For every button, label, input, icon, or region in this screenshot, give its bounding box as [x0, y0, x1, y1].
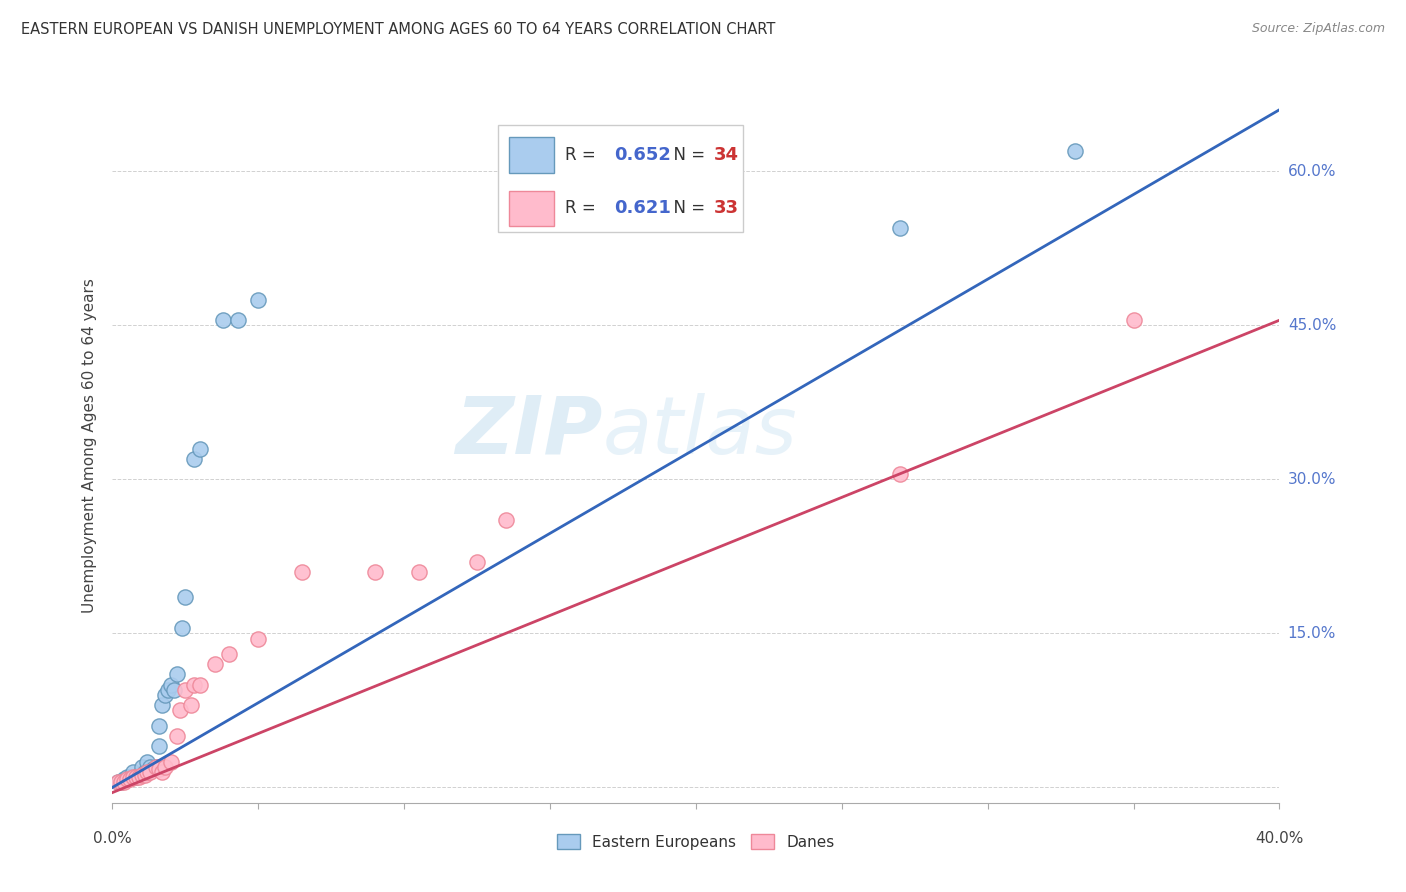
Text: N =: N = [664, 200, 710, 218]
Text: 60.0%: 60.0% [1288, 164, 1336, 178]
Text: 33: 33 [713, 200, 738, 218]
Text: R =: R = [565, 146, 602, 164]
Point [131, 768, 153, 782]
Point [148, 762, 170, 776]
Point [889, 220, 911, 235]
Point [148, 719, 170, 733]
Text: 45.0%: 45.0% [1288, 318, 1336, 333]
Point [166, 729, 188, 743]
Point [180, 698, 202, 713]
Point [172, 621, 194, 635]
Point [291, 565, 314, 579]
Point [125, 770, 148, 784]
Text: EASTERN EUROPEAN VS DANISH UNEMPLOYMENT AMONG AGES 60 TO 64 YEARS CORRELATION CH: EASTERN EUROPEAN VS DANISH UNEMPLOYMENT … [21, 22, 776, 37]
Point [156, 682, 179, 697]
Text: 40.0%: 40.0% [1256, 830, 1303, 846]
Point [134, 768, 156, 782]
Point [139, 764, 162, 779]
Point [188, 678, 211, 692]
Text: 15.0%: 15.0% [1288, 626, 1336, 640]
Point [115, 772, 138, 787]
Point [112, 775, 135, 789]
Point [166, 667, 188, 681]
Point [136, 764, 159, 779]
Point [150, 764, 173, 779]
Text: atlas: atlas [603, 392, 797, 471]
Legend: Eastern Europeans, Danes: Eastern Europeans, Danes [551, 828, 841, 855]
Point [169, 703, 191, 717]
Point [118, 772, 141, 787]
Point [122, 764, 145, 779]
Point [495, 513, 517, 527]
Point [364, 565, 387, 579]
Y-axis label: Unemployment Among Ages 60 to 64 years: Unemployment Among Ages 60 to 64 years [82, 278, 97, 614]
Point [148, 739, 170, 754]
Point [218, 647, 240, 661]
Point [122, 770, 145, 784]
Point [112, 772, 135, 787]
Text: 0.0%: 0.0% [93, 830, 132, 846]
FancyBboxPatch shape [509, 191, 554, 227]
Text: Source: ZipAtlas.com: Source: ZipAtlas.com [1251, 22, 1385, 36]
Point [153, 688, 176, 702]
FancyBboxPatch shape [498, 125, 742, 232]
Point [145, 760, 167, 774]
Text: 0.652: 0.652 [614, 146, 671, 164]
Point [110, 775, 132, 789]
Point [136, 764, 159, 779]
Point [122, 770, 145, 784]
Point [188, 442, 211, 456]
Point [160, 678, 183, 692]
Point [128, 770, 150, 784]
Point [174, 682, 197, 697]
Point [153, 760, 176, 774]
Point [115, 770, 138, 784]
Point [125, 770, 148, 784]
Point [107, 775, 129, 789]
Text: ZIP: ZIP [456, 392, 603, 471]
Point [107, 775, 129, 789]
Point [226, 313, 249, 327]
Point [204, 657, 226, 672]
Point [408, 565, 430, 579]
Text: 34: 34 [713, 146, 738, 164]
Point [145, 760, 167, 774]
Point [465, 554, 488, 568]
Point [212, 313, 235, 327]
Point [128, 768, 150, 782]
Point [142, 762, 165, 776]
Point [160, 755, 183, 769]
Point [247, 293, 270, 307]
Text: 0.621: 0.621 [614, 200, 671, 218]
Point [139, 760, 162, 774]
Point [110, 775, 132, 789]
Point [163, 682, 186, 697]
FancyBboxPatch shape [509, 137, 554, 173]
Text: N =: N = [664, 146, 710, 164]
Point [183, 678, 205, 692]
Point [118, 770, 141, 784]
Text: 30.0%: 30.0% [1288, 472, 1336, 487]
Point [136, 755, 159, 769]
Point [134, 764, 156, 779]
Point [889, 467, 911, 482]
Point [174, 591, 197, 605]
Point [131, 760, 153, 774]
Point [1122, 313, 1144, 327]
Point [150, 698, 173, 713]
Text: R =: R = [565, 200, 602, 218]
Point [131, 768, 153, 782]
Point [183, 451, 205, 466]
Point [1064, 144, 1087, 158]
Point [247, 632, 270, 646]
